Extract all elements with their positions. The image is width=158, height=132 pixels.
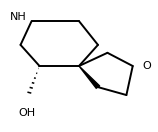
- Text: O: O: [142, 61, 151, 71]
- Text: NH: NH: [10, 12, 27, 22]
- Polygon shape: [79, 66, 100, 88]
- Text: OH: OH: [18, 108, 35, 118]
